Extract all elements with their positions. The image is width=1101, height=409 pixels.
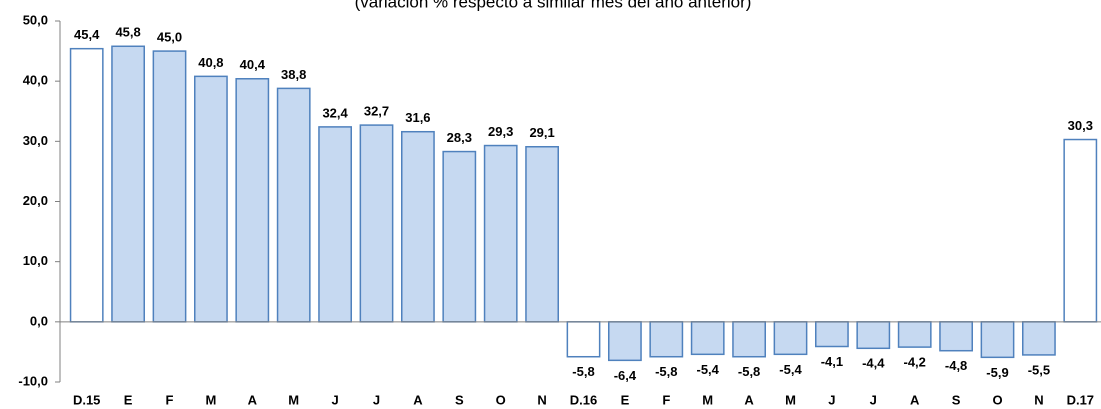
x-tick-label: J (828, 392, 835, 407)
value-label: 29,1 (529, 125, 554, 140)
bar (359, 124, 394, 323)
value-label: -5,4 (779, 362, 802, 377)
bar (318, 126, 352, 323)
y-tick-label: 0,0 (30, 313, 48, 328)
bar (401, 130, 435, 323)
bar (897, 321, 932, 348)
x-tick-label: M (205, 392, 216, 407)
x-tick-label: M (288, 392, 299, 407)
bar (69, 47, 104, 323)
bar (1022, 321, 1056, 356)
value-label: 45,8 (115, 25, 140, 40)
bar (773, 321, 808, 356)
x-tick-label: S (455, 392, 464, 407)
value-label: 40,8 (198, 55, 223, 70)
bar (690, 321, 725, 356)
value-label: 28,3 (447, 130, 472, 145)
value-label: 32,4 (322, 105, 348, 120)
x-tick-label: J (373, 392, 380, 407)
value-label: -6,4 (614, 368, 637, 383)
x-tick-label: M (785, 392, 796, 407)
bar (235, 78, 270, 323)
y-tick-label: -10,0 (18, 373, 48, 388)
value-label: 40,4 (240, 57, 266, 72)
y-tick-label: 30,0 (23, 133, 48, 148)
bar (649, 321, 684, 358)
x-tick-label: A (248, 392, 258, 407)
x-tick-label: D.17 (1067, 392, 1094, 407)
value-label: 29,3 (488, 124, 513, 139)
x-tick-label: A (910, 392, 920, 407)
x-tick-label: J (331, 392, 338, 407)
x-tick-label: A (744, 392, 754, 407)
y-tick-label: 50,0 (23, 12, 48, 27)
bar (111, 45, 145, 323)
x-tick-label: E (621, 392, 630, 407)
bar (525, 145, 559, 323)
bar (939, 321, 973, 352)
bar (566, 321, 601, 358)
x-tick-label: N (1034, 392, 1043, 407)
value-label: -5,5 (1028, 362, 1050, 377)
value-label: -4,8 (945, 358, 967, 373)
bar (1063, 138, 1098, 323)
y-tick-label: 40,0 (23, 73, 48, 88)
value-label: -5,8 (738, 364, 760, 379)
value-label: 38,8 (281, 67, 306, 82)
bar (815, 321, 849, 348)
x-tick-label: S (952, 392, 961, 407)
value-label: -5,9 (986, 365, 1008, 380)
bar (194, 75, 228, 323)
bar (608, 321, 642, 362)
x-tick-label: A (413, 392, 423, 407)
bar (152, 50, 187, 323)
y-tick-label: 20,0 (23, 193, 48, 208)
x-tick-label: F (166, 392, 174, 407)
bar (856, 321, 891, 350)
value-label: -5,8 (572, 364, 594, 379)
x-tick-label: N (537, 392, 546, 407)
x-tick-label: F (662, 392, 670, 407)
bar (276, 87, 311, 323)
bar (732, 321, 766, 358)
x-tick-label: O (496, 392, 506, 407)
x-tick-label: D.15 (73, 392, 100, 407)
bar (980, 321, 1015, 359)
value-label: 31,6 (405, 110, 430, 125)
value-label: -4,4 (862, 356, 885, 371)
value-label: 32,7 (364, 104, 389, 119)
x-tick-label: O (992, 392, 1002, 407)
value-label: 45,4 (74, 27, 100, 42)
value-label: -4,2 (903, 355, 925, 370)
value-label: -5,8 (655, 364, 677, 379)
chart-subtitle: (variación % respecto a similar mes del … (355, 0, 752, 11)
x-tick-label: D.16 (570, 392, 597, 407)
bar (442, 150, 477, 323)
value-label: 45,0 (157, 30, 182, 45)
y-tick-label: 10,0 (23, 253, 48, 268)
value-label: 30,3 (1068, 118, 1093, 133)
x-tick-label: M (702, 392, 713, 407)
x-tick-label: E (124, 392, 133, 407)
value-label: -5,4 (696, 362, 719, 377)
bar (483, 144, 518, 323)
value-label: -4,1 (821, 354, 843, 369)
x-tick-label: J (870, 392, 877, 407)
